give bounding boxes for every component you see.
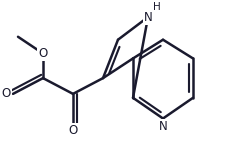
Text: O: O: [38, 47, 48, 60]
Text: O: O: [68, 124, 78, 137]
Text: H: H: [153, 2, 161, 12]
Text: N: N: [144, 11, 152, 24]
Text: O: O: [1, 87, 11, 100]
Text: N: N: [159, 120, 167, 133]
